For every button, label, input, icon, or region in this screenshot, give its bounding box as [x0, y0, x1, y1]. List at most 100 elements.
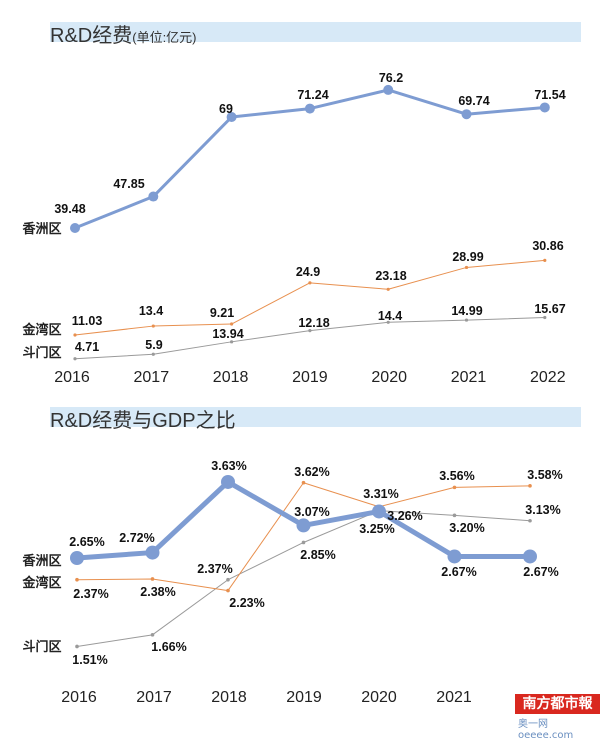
data-point-xiangzhou [447, 549, 462, 564]
data-label-xiangzhou: 2.65% [69, 535, 104, 549]
data-label-jinwan: 11.03 [72, 314, 103, 328]
region-label-xiangzhou: 香洲区 [21, 221, 61, 237]
data-point-jinwan [386, 287, 390, 291]
x-tick-label: 2021 [451, 369, 487, 386]
data-label-xiangzhou: 47.85 [113, 177, 144, 191]
data-point-xiangzhou [523, 549, 537, 564]
x-tick-label: 2020 [371, 369, 407, 386]
chart2-title-bar: R&D经费与GDP之比 [50, 407, 581, 432]
data-label-jinwan: 24.9 [296, 265, 320, 279]
data-label-doumen: 5.9 [145, 338, 162, 352]
data-label-xiangzhou: 3.25% [359, 522, 394, 536]
region-label-doumen: 斗门区 [22, 639, 61, 655]
data-point-xiangzhou [383, 84, 394, 95]
data-point-jinwan [151, 324, 155, 328]
data-label-doumen: 4.71 [75, 340, 99, 354]
chart1-unit: (单位:亿元) [132, 30, 197, 45]
x-tick-label: 2022 [530, 369, 566, 386]
data-point-doumen [150, 633, 155, 637]
data-label-jinwan: 23.18 [375, 269, 406, 283]
x-tick-label: 2018 [211, 689, 247, 706]
data-label-doumen: 3.26% [387, 509, 422, 523]
data-label-doumen: 13.94 [212, 327, 243, 341]
x-tick-label: 2020 [361, 689, 397, 706]
data-point-xiangzhou [148, 191, 159, 202]
data-point-xiangzhou [372, 504, 386, 519]
data-point-xiangzhou [461, 109, 472, 120]
data-label-doumen: 15.67 [534, 302, 565, 316]
x-tick-label: 2016 [61, 689, 97, 706]
data-label-jinwan: 13.4 [139, 304, 163, 318]
data-point-doumen [151, 352, 155, 356]
data-point-doumen [386, 320, 390, 324]
region-label-xiangzhou: 香洲区 [21, 553, 61, 569]
data-point-doumen [301, 540, 306, 545]
x-tick-label: 2017 [134, 369, 170, 386]
data-label-xiangzhou: 3.63% [211, 459, 246, 473]
data-point-xiangzhou [226, 112, 237, 123]
chart1-title: R&D经费 [50, 25, 133, 47]
data-point-doumen [75, 644, 79, 649]
data-point-jinwan [308, 281, 312, 285]
data-point-xiangzhou [70, 551, 84, 565]
data-label-xiangzhou: 2.72% [119, 531, 154, 545]
data-label-jinwan: 2.23% [229, 596, 264, 610]
data-point-jinwan [150, 577, 155, 581]
data-point-jinwan [226, 588, 230, 593]
data-point-doumen [452, 513, 457, 518]
data-label-xiangzhou: 3.07% [294, 505, 329, 519]
data-label-xiangzhou: 69.74 [458, 94, 489, 108]
data-point-jinwan [230, 322, 234, 326]
data-label-doumen: 2.37% [197, 562, 232, 576]
data-point-doumen [543, 315, 547, 320]
watermark-brand: 南方都市報 [515, 694, 600, 714]
data-point-doumen [226, 577, 230, 582]
x-tick-label: 2017 [136, 689, 172, 706]
data-label-xiangzhou: 69 [219, 102, 233, 116]
data-label-xiangzhou: 39.48 [54, 202, 85, 216]
data-label-doumen: 1.66% [151, 640, 186, 654]
data-point-jinwan [543, 258, 547, 263]
data-label-doumen: 2.85% [300, 548, 335, 562]
data-label-jinwan: 3.31% [363, 487, 398, 501]
data-label-doumen: 14.99 [451, 304, 482, 318]
data-label-doumen: 1.51% [72, 653, 107, 667]
data-point-jinwan [528, 484, 532, 488]
x-tick-label: 2019 [286, 689, 322, 706]
data-point-doumen [464, 318, 469, 322]
data-label-doumen: 3.20% [449, 521, 484, 535]
data-point-xiangzhou [539, 102, 550, 113]
data-point-jinwan [301, 480, 306, 485]
region-label-doumen: 斗门区 [22, 345, 61, 361]
data-label-jinwan: 30.86 [532, 239, 563, 253]
data-point-xiangzhou [70, 223, 80, 233]
watermark-site: 奥一网oeeee.com [518, 719, 574, 741]
x-tick-label: 2018 [213, 369, 249, 386]
data-label-xiangzhou: 71.24 [297, 88, 328, 102]
data-label-xiangzhou: 2.67% [441, 565, 476, 579]
data-point-xiangzhou [304, 103, 315, 114]
x-tick-label: 2021 [436, 689, 472, 706]
data-label-jinwan: 3.62% [294, 465, 329, 479]
data-point-jinwan [464, 265, 469, 270]
data-point-doumen [230, 340, 234, 344]
x-tick-label: 2016 [54, 369, 90, 386]
data-point-jinwan [75, 577, 79, 582]
region-label-jinwan: 金湾区 [21, 322, 61, 338]
data-label-jinwan: 28.99 [452, 250, 483, 264]
chart1-title-bar: R&D经费(单位:亿元) [50, 22, 581, 47]
data-label-xiangzhou: 76.2 [379, 71, 403, 85]
data-point-doumen [308, 329, 312, 333]
data-label-jinwan: 3.58% [527, 468, 562, 482]
data-point-xiangzhou [296, 518, 311, 533]
data-label-doumen: 3.13% [525, 503, 560, 517]
data-point-jinwan [73, 333, 77, 337]
data-label-xiangzhou: 71.54 [534, 88, 565, 102]
data-point-jinwan [452, 485, 457, 490]
x-tick-label: 2019 [292, 369, 328, 386]
data-label-jinwan: 9.21 [210, 306, 234, 320]
data-label-jinwan: 2.37% [73, 587, 108, 601]
data-point-xiangzhou [145, 545, 160, 560]
data-label-doumen: 12.18 [298, 316, 329, 330]
data-point-doumen [528, 518, 532, 523]
